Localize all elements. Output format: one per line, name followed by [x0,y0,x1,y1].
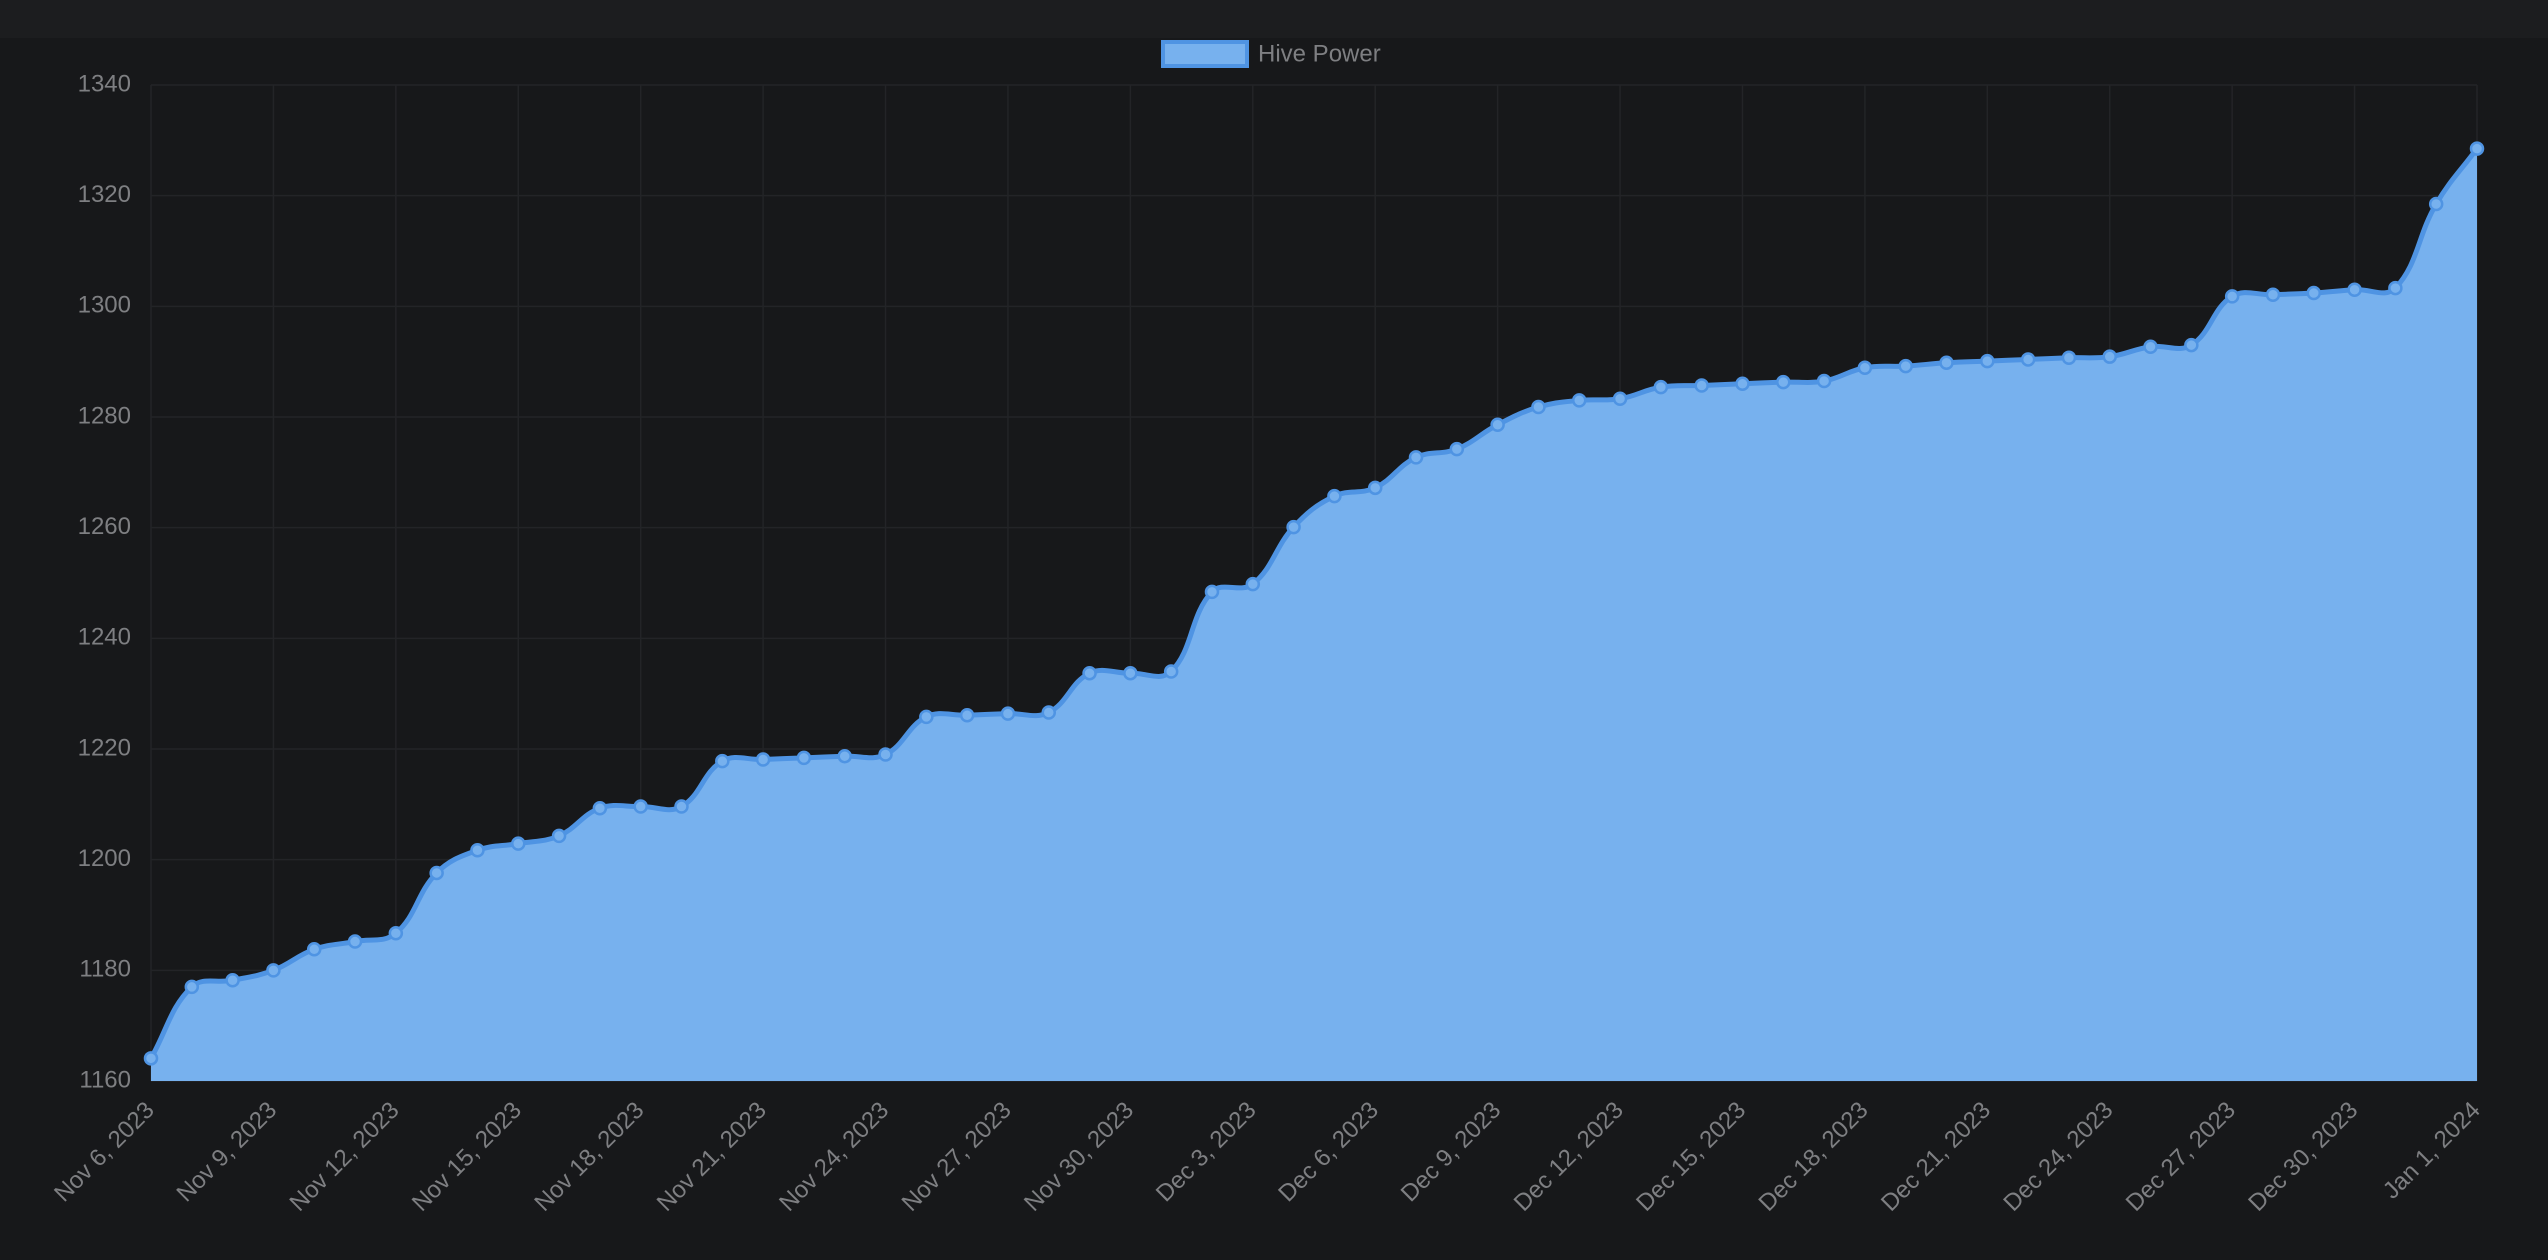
y-tick-label: 1160 [79,1066,131,1093]
point [388,926,404,941]
point [2184,337,2199,353]
point [1041,705,1057,720]
x-tick-label: Dec 24, 2023 [1998,1097,2118,1217]
x-tick-label: Nov 18, 2023 [529,1097,649,1217]
point [1204,584,1220,600]
point [2265,287,2281,302]
point [1776,374,1791,390]
y-tick-label: 1240 [78,624,131,651]
point [1327,488,1342,504]
point [1735,376,1750,392]
point [551,828,567,844]
point [1980,353,1995,369]
top-strip [0,0,2548,38]
point [2388,280,2403,296]
x-tick-label: Dec 27, 2023 [2121,1097,2241,1217]
point [1694,378,1709,393]
point [1245,576,1261,592]
x-tick-label: Nov 30, 2023 [1019,1097,1139,1217]
point [796,750,812,766]
y-tick-label: 1220 [78,734,131,761]
y-tick-label: 1260 [78,513,131,540]
point [1898,358,1913,374]
point [1163,664,1179,679]
point [715,753,730,769]
point [2306,285,2322,301]
point [2347,282,2362,297]
y-tick-label: 1200 [78,845,131,872]
point [592,800,608,816]
x-tick-label: Jan 1, 2024 [2378,1097,2486,1205]
point [1082,665,1097,681]
point [225,973,240,988]
y-tick-label: 1280 [78,402,131,429]
point [347,934,363,949]
point [2224,289,2240,304]
x-tick-label: Dec 21, 2023 [1876,1097,1996,1217]
point [429,865,444,881]
point [1286,519,1301,535]
x-tick-label: Dec 30, 2023 [2243,1097,2363,1217]
y-tick-label: 1180 [79,956,131,983]
x-tick-label: Nov 15, 2023 [407,1097,527,1217]
x-tick-label: Nov 27, 2023 [897,1097,1017,1217]
point [143,1051,159,1066]
point [837,748,852,764]
point [1939,355,1954,371]
point [1816,373,1832,389]
point [1612,391,1628,406]
point [1571,393,1587,408]
x-tick-label: Nov 9, 2023 [172,1097,283,1208]
x-tick-label: Dec 15, 2023 [1631,1097,1751,1217]
point [2102,349,2117,364]
legend-swatch [1161,40,1249,68]
point [1000,706,1016,721]
point [306,942,322,957]
x-tick-label: Dec 12, 2023 [1509,1097,1629,1217]
point [1653,379,1669,395]
x-tick-label: Dec 18, 2023 [1754,1097,1874,1217]
point [470,843,485,858]
x-tick-label: Nov 12, 2023 [285,1097,405,1217]
point [2020,352,2036,367]
x-tick-label: Nov 6, 2023 [49,1097,160,1208]
point [755,752,771,767]
y-tick-label: 1300 [78,292,131,319]
point [2143,339,2158,354]
point [184,979,200,995]
x-tick-label: Nov 21, 2023 [652,1097,772,1217]
point [1490,417,1505,432]
point [511,836,526,851]
y-tick-label: 1340 [78,70,131,97]
point [1123,665,1138,681]
point [878,747,893,762]
y-tick-label: 1320 [78,181,131,208]
point [633,799,648,814]
line [148,147,2480,1060]
point [959,707,975,723]
point [1408,450,1424,465]
point [2469,141,2485,156]
point [674,799,689,814]
point [1531,399,1546,415]
point [1857,360,1873,376]
point [2061,350,2077,366]
point [919,709,934,725]
area-fill [151,148,2477,1082]
legend-label: Hive Power [1258,40,1381,67]
x-tick-label: Dec 3, 2023 [1151,1097,1262,1208]
point [2428,196,2444,212]
point [266,963,281,978]
point [1449,441,1465,457]
x-tick-label: Dec 9, 2023 [1396,1097,1507,1208]
x-tick-label: Dec 6, 2023 [1273,1097,1384,1208]
point [1367,480,1383,496]
x-tick-label: Nov 24, 2023 [774,1097,894,1217]
